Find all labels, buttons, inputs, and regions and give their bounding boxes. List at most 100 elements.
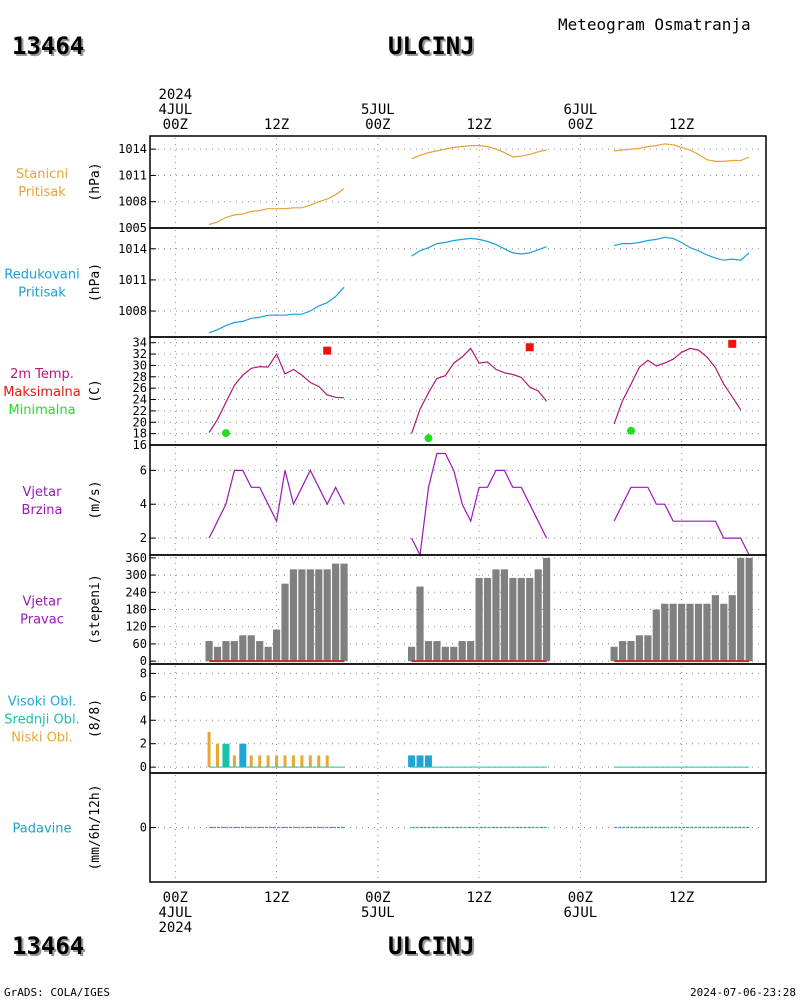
series-line (208, 188, 345, 226)
y-tick-label: 8 (140, 666, 147, 680)
station-id: 13464 (12, 32, 84, 60)
cloud-bar (249, 755, 253, 768)
panel-station-pressure: 1005 1008 1011 1014 (hPa) Stanicni Pritisak (16, 135, 767, 235)
panel-label: Srednji Obl. (4, 713, 79, 728)
panel-label: Minimalna (8, 403, 75, 418)
series-line (614, 143, 750, 162)
y-tick-label: 240 (125, 585, 147, 599)
wind-direction-bar (627, 641, 635, 662)
y-tick-label: 1011 (118, 168, 147, 182)
bottom-time-label: 12Z (669, 890, 694, 906)
cloud-bar (408, 755, 416, 768)
wind-direction-bar (652, 609, 660, 662)
wind-direction-bar (230, 641, 238, 662)
y-axis-label: (stepeni) (88, 574, 103, 644)
y-axis-label: (8/8) (88, 699, 103, 738)
y-tick-label: 6 (140, 690, 147, 704)
y-axis-label: (C) (88, 379, 103, 402)
panel-clouds: 0 2 4 6 8 (8/8) Visoki Obl. Srednji Obl. Niski O… (4, 663, 767, 774)
y-tick-label: 20 (133, 415, 147, 429)
y-tick-label: 1011 (118, 273, 147, 287)
y-tick-label: 24 (133, 393, 147, 407)
bottom-time-label: 6JUL (563, 905, 597, 921)
panel-label: Maksimalna (3, 385, 81, 400)
cloud-bar (232, 755, 236, 768)
y-tick-label: 18 (133, 427, 147, 441)
cloud-bar (222, 743, 230, 768)
cloud-bar (300, 755, 304, 768)
wind-direction-bar (441, 646, 449, 662)
y-tick-label: 1005 (118, 221, 147, 235)
panel-label: Padavine (13, 822, 72, 837)
footer: 13464 13464 ULCINJ ULCINJ GrADS: COLA/IG… (4, 932, 796, 999)
wind-direction-bar (213, 646, 222, 662)
y-axis-label: (hPa) (88, 263, 103, 302)
wind-direction-bar (289, 569, 298, 662)
series-line (208, 286, 345, 334)
footer-credit: GrADS: COLA/IGES (4, 986, 110, 999)
top-time-label: 6JUL (563, 102, 597, 118)
wind-direction-bar (669, 603, 677, 662)
y-tick-label: 1008 (118, 195, 147, 209)
wind-direction-bar (703, 603, 711, 662)
station-name-shadow: ULCINJ (390, 34, 477, 62)
cloud-bar (308, 755, 312, 768)
wind-direction-bar (315, 569, 323, 662)
wind-direction-bar (281, 583, 289, 662)
tmin-marker (626, 426, 635, 435)
cloud-bar (424, 755, 432, 768)
wind-direction-bar (534, 569, 542, 662)
series-line (613, 347, 742, 425)
y-tick-label: 360 (125, 551, 147, 565)
wind-direction-bar (610, 646, 618, 662)
bottom-time-label: 12Z (466, 890, 491, 906)
y-tick-label: 0 (140, 654, 147, 668)
cloud-bar (317, 755, 321, 768)
cloud-bar (207, 731, 211, 768)
product-title: Meteogram Osmatranja (558, 15, 751, 34)
panel-label: Redukovani (4, 268, 79, 283)
y-tick-label: 300 (125, 568, 147, 582)
cloud-bar (275, 755, 279, 768)
cloud-bar (416, 755, 424, 768)
panel-frame (149, 772, 767, 883)
panel-frame (149, 227, 767, 338)
cloud-bar (266, 755, 270, 768)
wind-direction-bar (737, 557, 745, 662)
series-line (411, 452, 548, 558)
wind-direction-bar (222, 641, 230, 662)
wind-direction-bar (686, 603, 694, 662)
station-id-shadow: 13464 (14, 34, 86, 62)
top-time-label: 00Z (568, 117, 593, 133)
panel-label: Pritisak (18, 185, 66, 200)
tmax-marker (728, 339, 737, 348)
top-time-label: 5JUL (361, 102, 395, 118)
cloud-bar (325, 755, 329, 768)
y-tick-label: 2 (140, 737, 147, 751)
station-name-bottom: ULCINJ (388, 932, 475, 960)
wind-direction-bar (635, 635, 644, 662)
top-time-label: 00Z (163, 117, 188, 133)
y-tick-label: 34 (133, 336, 147, 350)
bottom-time-label: 00Z (568, 890, 593, 906)
panel-label: Niski Obl. (11, 731, 73, 746)
tmax-marker (525, 343, 534, 352)
series-line (613, 486, 750, 556)
panel-label: Visoki Obl. (8, 695, 76, 710)
wind-direction-bar (711, 595, 719, 662)
wind-direction-bar (332, 563, 340, 662)
wind-direction-bar (483, 577, 492, 662)
y-tick-label: 1008 (118, 304, 147, 318)
wind-direction-bar (517, 577, 525, 662)
y-tick-label: 120 (125, 620, 147, 634)
tmin-marker (221, 429, 230, 438)
wind-direction-bar (618, 641, 627, 662)
series-line (411, 145, 547, 160)
wind-direction-bar (467, 641, 475, 662)
wind-direction-bar (424, 641, 433, 662)
panel-wind-direction: 0 60 120 180 240 300 360 (stepeni) Vjetar Pravac (20, 551, 767, 668)
y-tick-label: 28 (133, 370, 147, 384)
